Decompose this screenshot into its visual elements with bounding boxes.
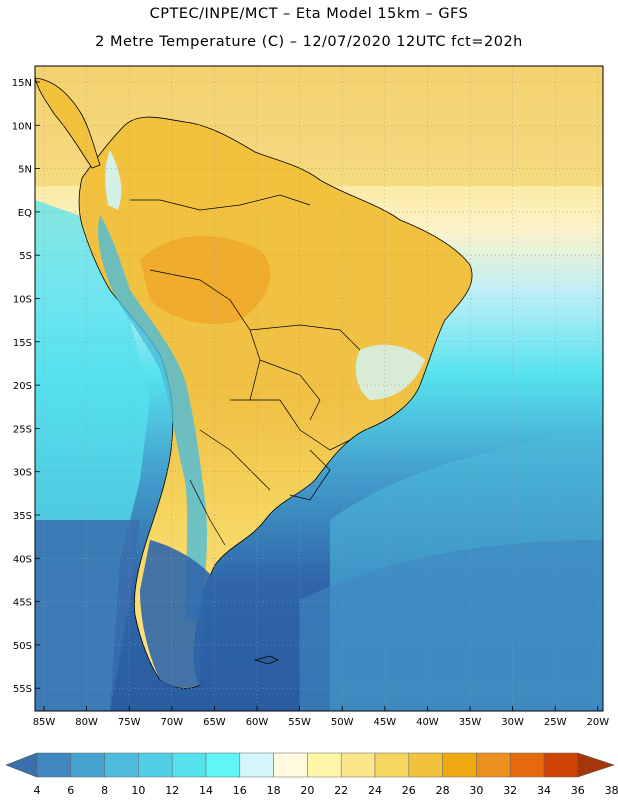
colorbar-cell <box>36 752 72 778</box>
latitude-label: 5N <box>18 165 32 176</box>
longitude-label: 80W <box>75 717 98 728</box>
longitude-label: 30W <box>501 717 524 728</box>
colorbar-cell <box>408 752 443 778</box>
colorbar-cell <box>205 752 241 778</box>
colorbar-label: 6 <box>67 784 74 797</box>
country-borders <box>130 194 361 546</box>
map-frame <box>34 65 604 712</box>
colorbar-label: 26 <box>402 784 416 797</box>
latitude-label: 10N <box>12 121 32 132</box>
colorbar-label: 8 <box>101 784 108 797</box>
pacific-cold-water <box>35 520 140 711</box>
central-america-land <box>35 77 101 169</box>
latitude-label: 10S <box>13 295 32 306</box>
colorbar-cell <box>509 752 545 778</box>
colorbar-label: 36 <box>571 784 585 797</box>
colorbar-label: 38 <box>605 784 618 797</box>
colorbar-cell <box>104 752 139 778</box>
colorbar-label: 14 <box>199 784 213 797</box>
colorbar-cell <box>307 752 342 778</box>
colorbar-label: 30 <box>469 784 483 797</box>
latitude-label: 30S <box>13 468 32 479</box>
graticule <box>35 66 603 711</box>
longitude-label: 75W <box>118 717 141 728</box>
atlantic-cold-water <box>300 540 603 711</box>
colorbar-label: 32 <box>503 784 517 797</box>
latitude-label: 20S <box>13 381 32 392</box>
latitude-label: 50S <box>13 641 32 652</box>
latitude-label: 35S <box>13 511 32 522</box>
longitude-label: 25W <box>544 717 567 728</box>
longitude-label: 55W <box>288 717 311 728</box>
colorbar-label: 12 <box>165 784 179 797</box>
latitude-label: 15N <box>12 78 32 89</box>
colorbar-cell <box>374 752 410 778</box>
colorbar-arrow-left <box>5 752 38 778</box>
longitude-label: 45W <box>373 717 396 728</box>
map-title-line1: CPTEC/INPE/MCT – Eta Model 15km – GFS <box>149 6 469 22</box>
colorbar-cell <box>543 752 579 778</box>
longitude-label: 60W <box>246 717 269 728</box>
latitude-label: 40S <box>13 554 32 565</box>
colorbar-label: 22 <box>334 784 348 797</box>
map-title-line2: 2 Metre Temperature (C) – 12/07/2020 12U… <box>95 34 523 50</box>
latitude-label: 15S <box>13 338 32 349</box>
amazon-warm-region <box>140 236 271 324</box>
latitude-label: 45S <box>13 598 32 609</box>
colorbar-label: 34 <box>537 784 551 797</box>
colorbar-cell <box>442 752 477 778</box>
colorbar-cell <box>138 752 173 778</box>
colorbar-cell <box>476 752 511 778</box>
longitude-label: 50W <box>331 717 354 728</box>
colombia-andes-cool <box>105 150 122 210</box>
latitude-label: 5S <box>19 251 32 262</box>
longitude-label: 40W <box>416 717 439 728</box>
colorbar-label: 28 <box>436 784 450 797</box>
longitude-label: 65W <box>203 717 226 728</box>
colorbar-label: 24 <box>368 784 382 797</box>
falkland-islands <box>253 655 279 665</box>
latitude-label: 55S <box>13 684 32 695</box>
latitude-label: 25S <box>13 424 32 435</box>
colorbar-label: 4 <box>34 784 41 797</box>
brazil-highlands-cool <box>355 344 425 400</box>
colorbar-cell <box>70 752 105 778</box>
longitude-label: 20W <box>586 717 609 728</box>
colorbar-cell <box>273 752 308 778</box>
latitude-label: EQ <box>18 208 32 219</box>
longitude-labels: 85W 80W 75W 70W 65W 60W 55W 50W 45W 40W 35W 30W 25W 2… <box>33 706 609 728</box>
colorbar-arrow-right <box>577 752 615 778</box>
colorbar-label: 16 <box>233 784 247 797</box>
longitude-label: 35W <box>459 717 482 728</box>
longitude-label: 85W <box>33 717 56 728</box>
longitude-label: 70W <box>160 717 183 728</box>
colorbar-cell <box>340 752 376 778</box>
colorbar-cell <box>171 752 207 778</box>
latitude-labels: 15N 10N 5N EQ 5S 10S 15S 20S 25S 30S 35S 40S 45S 50S 5… <box>12 78 40 695</box>
patagonia-cold-region <box>140 540 215 688</box>
colorbar-cell <box>239 752 274 778</box>
colorbar-label: 18 <box>267 784 281 797</box>
colorbar-label: 10 <box>131 784 145 797</box>
colorbar-label: 20 <box>300 784 314 797</box>
